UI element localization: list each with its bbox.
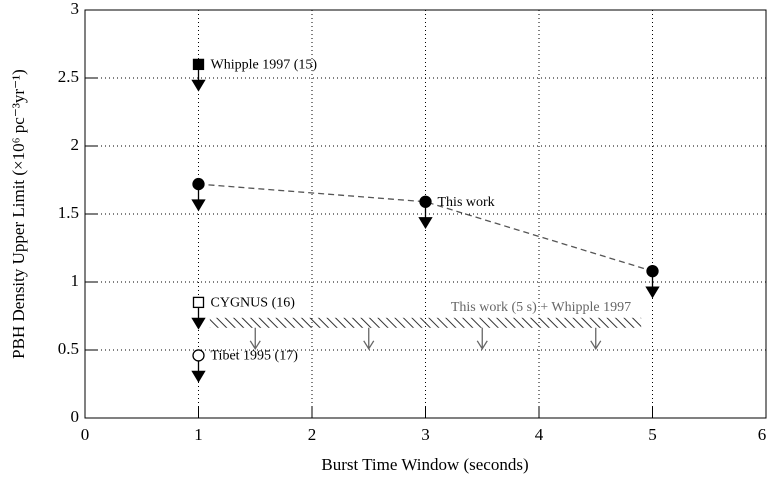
y-tick-label: 1 — [71, 271, 80, 290]
series-label: Whipple 1997 (15) — [211, 58, 318, 73]
y-tick-label: 3 — [71, 0, 80, 18]
y-tick-label: 1.5 — [58, 203, 79, 222]
band-label: This work (5 s) + Whipple 1997 — [451, 300, 631, 315]
limit-band — [209, 317, 642, 328]
y-tick-label: 0.5 — [58, 339, 79, 358]
band-arrow — [363, 327, 375, 351]
point — [192, 177, 205, 191]
series-label: CYGNUS (16) — [211, 296, 296, 311]
series-line — [198, 183, 653, 272]
point — [646, 264, 659, 278]
y-tick-label: 2.5 — [58, 67, 79, 86]
x-tick-label: 2 — [308, 425, 317, 444]
limit-arrow — [191, 69, 206, 92]
x-tick-label: 1 — [194, 425, 203, 444]
limit-arrow — [645, 276, 660, 299]
x-tick-label: 3 — [421, 425, 430, 444]
series-label: Tibet 1995 (17) — [211, 349, 299, 364]
point — [192, 349, 205, 362]
limit-arrow — [191, 360, 206, 383]
x-tick-label: 4 — [535, 425, 544, 444]
limit-arrow — [191, 189, 206, 212]
band-arrow — [476, 327, 488, 351]
plot-frame — [84, 9, 767, 419]
y-tick-label: 2 — [71, 135, 80, 154]
point — [192, 58, 205, 71]
y-axis-label: PBH Density Upper Limit (×10⁶ pc⁻³yr⁻¹) — [9, 69, 28, 359]
point — [192, 296, 205, 309]
limit-arrow — [191, 307, 206, 330]
x-tick-label: 5 — [648, 425, 657, 444]
point — [419, 195, 432, 208]
x-tick-label: 6 — [758, 425, 767, 444]
y-tick-label: 0 — [71, 407, 80, 426]
x-axis-label: Burst Time Window (seconds) — [321, 455, 528, 474]
band-arrow — [590, 327, 602, 351]
x-tick-label: 0 — [81, 425, 90, 444]
limit-arrow — [418, 206, 433, 230]
series-label: This work — [438, 195, 495, 210]
band-arrow — [249, 327, 261, 351]
